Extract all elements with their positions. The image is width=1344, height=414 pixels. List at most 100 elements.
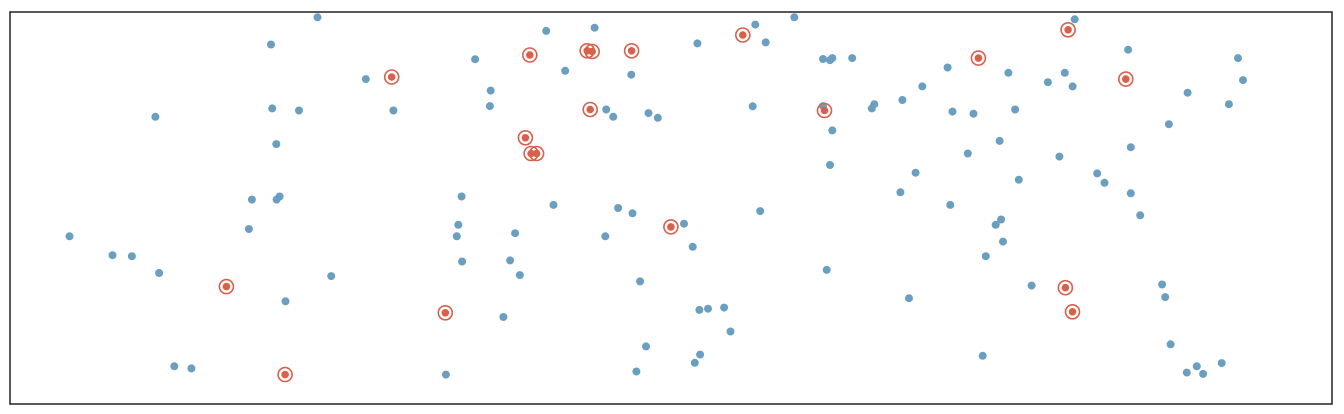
sample-point-dot [627,47,636,55]
sample-point-ring [734,27,751,43]
population-point [614,204,623,212]
sample-point [277,366,293,383]
population-point [1183,88,1192,97]
population-point [1070,15,1079,24]
population-point [693,39,702,48]
sample-point-ring [1118,71,1134,87]
sample-point [816,102,833,119]
sample-point-ring [523,145,539,162]
sample-point-dot [281,370,289,379]
population-point [1124,45,1133,54]
population-point [155,269,164,277]
sample-point-ring [1060,21,1076,38]
population-point [108,251,117,260]
population-point [542,26,551,35]
population-point [561,66,570,75]
population-point [632,367,641,376]
population-point [748,102,757,111]
population-point [1136,211,1145,220]
plot-frame [9,11,1333,405]
population-point [1126,189,1135,198]
sample-point [383,69,400,85]
population-point [704,304,712,313]
sample-point [523,145,539,162]
population-point [761,38,770,47]
sample-point-ring [1064,303,1081,320]
sample-point-ring [437,304,454,321]
sample-point-dot [441,309,450,317]
population-point [65,232,74,241]
population-point [151,112,160,121]
population-point [720,303,729,312]
sample-point-dot [667,223,675,231]
population-point [969,109,978,118]
population-point [1239,76,1247,85]
population-point [272,140,281,149]
population-point [1199,369,1208,378]
population-point [1224,100,1233,109]
sample-point [1060,21,1076,38]
population-point [1217,359,1226,368]
sample-point-ring [582,101,599,118]
population-point [946,200,955,209]
population-point [441,370,450,379]
population-point [1161,293,1170,302]
sample-point-dot [521,134,530,142]
population-point [680,219,688,228]
sample-point-dot [588,47,596,56]
population-point [244,225,253,233]
population-point [1126,143,1135,152]
sample-point [1064,303,1081,320]
population-point [644,109,653,118]
sample-point-ring [584,43,601,60]
population-point [361,75,370,84]
sample-point-dot [526,51,534,59]
sample-point-ring [663,219,679,235]
population-point [627,70,636,79]
population-point [506,256,515,265]
population-point [688,242,697,251]
sample-point [623,42,640,59]
sample-point-dot [1064,26,1072,34]
population-point [826,56,834,65]
population-point [127,252,136,261]
sample-point [1057,279,1074,296]
sample-point-ring [218,278,235,295]
population-point [628,209,637,218]
population-point [268,104,277,113]
population-point [690,358,699,367]
population-point [313,13,322,22]
population-point [1043,78,1052,87]
population-point [918,82,927,91]
population-point [1158,280,1167,289]
population-point [454,220,463,229]
population-point [695,305,704,314]
population-point [978,351,987,360]
sample-point-ring [521,47,538,63]
sample-point-dot [387,73,396,81]
sample-point [734,27,751,43]
population-point [905,294,913,303]
population-point [995,136,1004,145]
sample-point-dot [1061,283,1070,292]
population-point [327,272,336,281]
population-point [963,149,972,158]
population-point [170,362,179,371]
population-point [1014,175,1023,184]
sample-point-dot [974,54,983,62]
population-point [991,220,1000,229]
population-point [247,195,256,204]
population-point [1192,362,1201,371]
population-point [848,54,857,63]
population-point [267,40,275,49]
population-point [1027,281,1036,290]
population-point [828,126,837,135]
sample-point-ring [1057,279,1074,296]
sample-point-ring [623,42,640,59]
population-point [275,192,284,201]
population-point [1164,120,1173,129]
sample-point-dot [222,282,231,291]
population-point [1004,68,1013,77]
population-point [515,271,524,280]
